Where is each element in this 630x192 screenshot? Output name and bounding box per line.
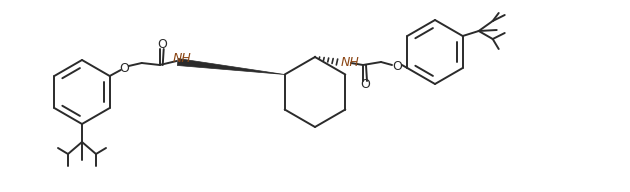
Text: NH: NH (341, 55, 360, 69)
Text: NH: NH (173, 51, 191, 65)
Polygon shape (177, 59, 285, 74)
Text: O: O (119, 61, 129, 74)
Text: O: O (392, 60, 402, 74)
Text: O: O (360, 79, 370, 92)
Text: O: O (157, 39, 167, 51)
